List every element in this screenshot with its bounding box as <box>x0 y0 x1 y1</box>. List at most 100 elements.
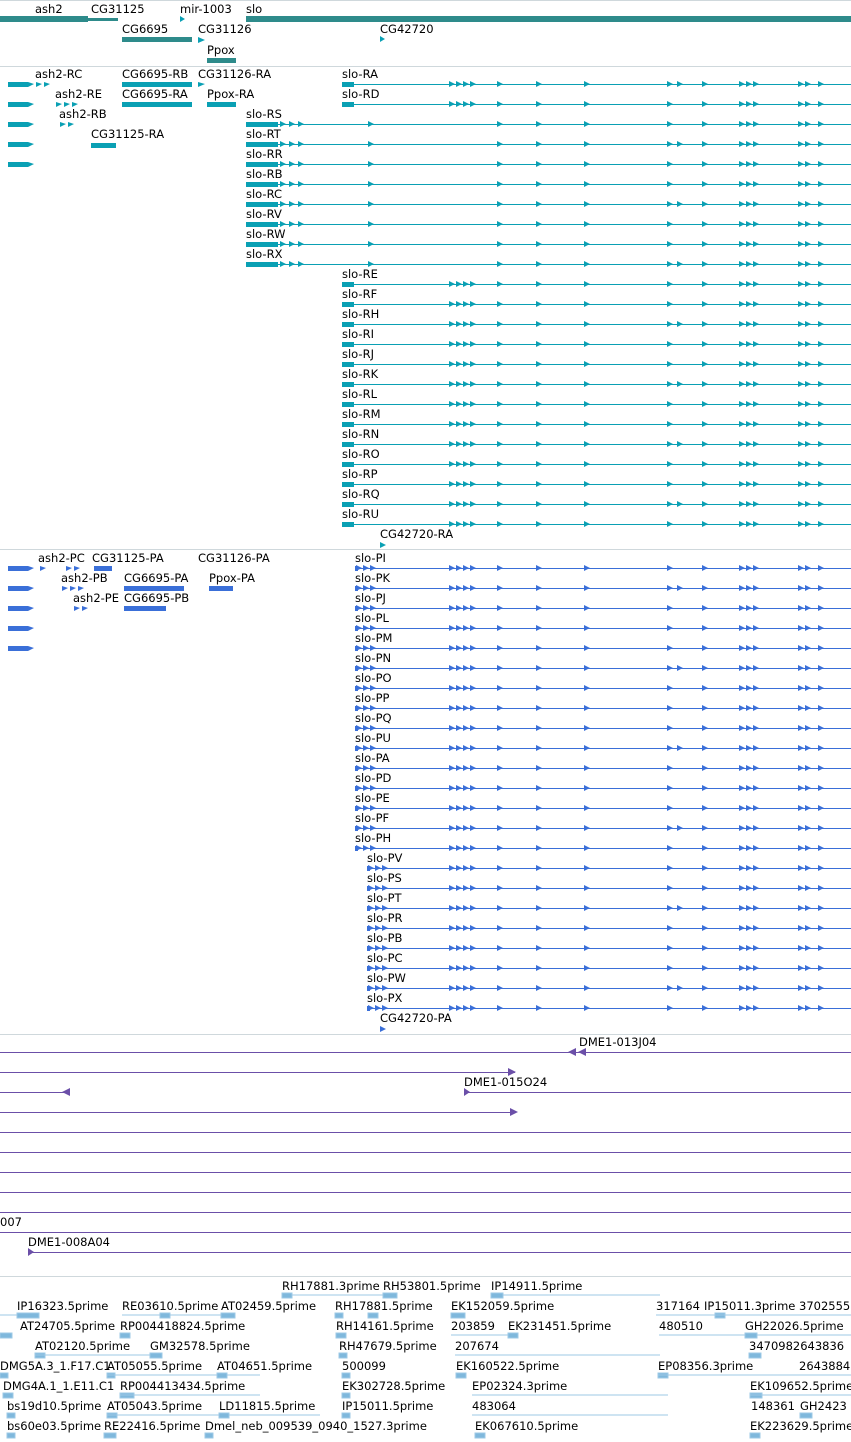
row-label[interactable]: slo-PT <box>367 891 402 905</box>
gene-bar-ash2[interactable] <box>0 16 88 22</box>
protein-feature[interactable] <box>8 626 28 631</box>
row-intron-line[interactable] <box>355 608 851 609</box>
row-label[interactable]: slo-RR <box>246 147 283 161</box>
row-intron-line[interactable] <box>342 444 851 445</box>
row-label[interactable]: slo-RL <box>342 387 377 401</box>
est-label[interactable]: GM32578.5prime <box>150 1339 250 1353</box>
row-intron-line[interactable] <box>355 628 851 629</box>
protein-feature[interactable] <box>8 646 28 651</box>
est-label[interactable]: EK067610.5prime <box>475 1419 579 1433</box>
est-label[interactable]: AT02120.5prime <box>35 1339 131 1353</box>
transcript-label-ash2-rc[interactable]: ash2-RC <box>35 67 83 81</box>
est-label[interactable]: AT24705.5prime <box>20 1319 116 1333</box>
clone-label[interactable]: DME1-013J04 <box>579 1035 657 1049</box>
protein-label-cg42720-pa[interactable]: CG42720-PA <box>380 1011 452 1025</box>
est-label[interactable]: EK109652.5prime <box>750 1379 851 1393</box>
est-label[interactable]: RP004413434.5prime <box>120 1379 246 1393</box>
row-label[interactable]: slo-RM <box>342 407 381 421</box>
est-label[interactable]: EK160522.5prime <box>456 1359 560 1373</box>
row-label[interactable]: slo-RE <box>342 267 378 281</box>
row-intron-line[interactable] <box>355 808 851 809</box>
transcript-label-ppox-ra[interactable]: Ppox-RA <box>207 87 255 101</box>
est-label[interactable]: Dmel_neb_009539_0940_1527.3prime <box>205 1419 427 1433</box>
transcript-feature[interactable] <box>8 162 28 167</box>
row-label[interactable]: slo-PW <box>367 971 406 985</box>
protein-label-ash2-pc[interactable]: ash2-PC <box>38 551 85 565</box>
est-label[interactable]: IP16323.5prime <box>17 1299 109 1313</box>
row-label[interactable]: slo-RV <box>246 207 282 221</box>
row-intron-line[interactable] <box>342 104 851 105</box>
est-label[interactable]: bs60e03.5prime <box>7 1419 102 1433</box>
transcript-feature[interactable] <box>207 102 236 107</box>
protein-label-ash2-pe[interactable]: ash2-PE <box>73 591 119 605</box>
row-intron-line[interactable] <box>342 464 851 465</box>
row-intron-line[interactable] <box>355 848 851 849</box>
gene-bar-cg31125[interactable] <box>88 18 118 21</box>
est-label[interactable]: RH17881.5prime <box>335 1299 433 1313</box>
clone-line[interactable] <box>0 1232 851 1233</box>
row-intron-line[interactable] <box>342 324 851 325</box>
est-label[interactable]: EK302728.5prime <box>342 1379 446 1393</box>
gene-bar-slo[interactable] <box>246 16 851 22</box>
gene-label-ash2[interactable]: ash2 <box>35 2 63 16</box>
row-label[interactable]: slo-RD <box>342 87 380 101</box>
gene-label-cg42720[interactable]: CG42720 <box>380 22 434 36</box>
row-label[interactable]: slo-PI <box>355 551 386 565</box>
est-label[interactable]: 500099 <box>342 1359 386 1373</box>
transcript-feature[interactable] <box>91 143 116 148</box>
gene-label-slo[interactable]: slo <box>246 2 263 16</box>
row-label[interactable]: slo-PN <box>355 651 392 665</box>
est-label[interactable]: RE03610.5prime <box>122 1299 219 1313</box>
est-label[interactable]: DMG4A.1_1.E11.C1 <box>3 1379 115 1393</box>
transcript-feature[interactable] <box>8 142 28 147</box>
transcript-label-cg42720-ra[interactable]: CG42720-RA <box>380 527 454 541</box>
gene-label-cg31126[interactable]: CG31126 <box>198 22 252 36</box>
clone-line[interactable] <box>28 1252 851 1253</box>
row-intron-line[interactable] <box>246 224 851 225</box>
row-label[interactable]: slo-PU <box>355 731 391 745</box>
row-label[interactable]: slo-RB <box>246 167 283 181</box>
clone-line[interactable] <box>0 1212 851 1213</box>
est-label[interactable]: 3470982643836 <box>749 1339 845 1353</box>
row-intron-line[interactable] <box>355 568 851 569</box>
clone-line[interactable] <box>0 1192 851 1193</box>
transcript-label-cg6695-rb[interactable]: CG6695-RB <box>122 67 189 81</box>
protein-label-cg31126-pa[interactable]: CG31126-PA <box>198 551 270 565</box>
est-label[interactable]: RH14161.5prime <box>336 1319 434 1333</box>
row-intron-line[interactable] <box>246 204 851 205</box>
protein-feature[interactable] <box>8 566 28 571</box>
row-intron-line[interactable] <box>355 708 851 709</box>
protein-feature[interactable] <box>124 606 166 611</box>
row-label[interactable]: slo-PC <box>367 951 403 965</box>
clone-line[interactable] <box>464 1092 851 1093</box>
row-label[interactable]: slo-RK <box>342 367 379 381</box>
protein-feature[interactable] <box>94 566 112 571</box>
row-label[interactable]: slo-RS <box>246 107 282 121</box>
row-label[interactable]: slo-PE <box>355 791 390 805</box>
row-intron-line[interactable] <box>367 888 851 889</box>
est-label[interactable]: 2643884 <box>799 1359 851 1373</box>
row-label[interactable]: slo-RO <box>342 447 380 461</box>
row-intron-line[interactable] <box>342 344 851 345</box>
est-label[interactable]: AT05055.5prime <box>107 1359 203 1373</box>
row-label[interactable]: slo-PV <box>367 851 403 865</box>
row-intron-line[interactable] <box>342 424 851 425</box>
row-intron-line[interactable] <box>342 304 851 305</box>
est-label[interactable]: LD11815.5prime <box>219 1399 316 1413</box>
row-label[interactable]: slo-PF <box>355 811 390 825</box>
row-label[interactable]: slo-RJ <box>342 347 374 361</box>
row-intron-line[interactable] <box>246 144 851 145</box>
row-intron-line[interactable] <box>342 364 851 365</box>
est-label[interactable]: EK152059.5prime <box>451 1299 555 1313</box>
protein-feature[interactable] <box>209 586 233 591</box>
protein-feature[interactable] <box>8 586 28 591</box>
est-label[interactable]: 203859 <box>451 1319 495 1333</box>
est-label[interactable]: IP15011.5prime <box>342 1399 434 1413</box>
row-label[interactable]: slo-RX <box>246 247 283 261</box>
transcript-feature[interactable] <box>122 82 192 87</box>
row-intron-line[interactable] <box>246 184 851 185</box>
est-label[interactable]: RH53801.5prime <box>383 1279 481 1293</box>
row-intron-line[interactable] <box>367 948 851 949</box>
gene-label-ppox[interactable]: Ppox <box>207 43 235 57</box>
est-label[interactable]: GH22026.5prime <box>745 1319 844 1333</box>
